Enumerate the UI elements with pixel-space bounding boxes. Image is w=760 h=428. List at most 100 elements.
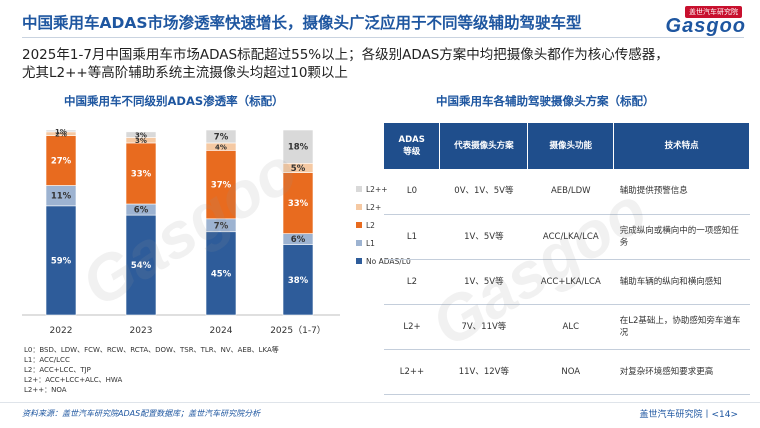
legend-label: L2+ [366, 202, 382, 212]
title-divider [22, 37, 744, 38]
table-row: L0 0V、1V、5V等 AEB/LDW 辅助提供预警信息 [384, 169, 750, 215]
legend-swatch [356, 222, 362, 228]
data-label: 2% [55, 131, 67, 139]
cell-function: NOA [527, 349, 614, 395]
legend-item: L2 [356, 216, 411, 234]
footer-divider [0, 402, 760, 403]
note-line: L2：ACC+LCC、TJP [24, 366, 91, 374]
data-label: 5% [291, 164, 306, 174]
bar-segment-2022-L2 [45, 135, 77, 186]
bar-segment-2025（1-7）-No ADAS/L0 [282, 244, 314, 316]
header-camera-scheme: 代表摄像头方案 [439, 123, 529, 169]
footer-source: 资料来源：盖世汽车研究院ADAS配置数据库；盖世汽车研究院分析 [22, 409, 261, 418]
x-tick-label: 2022 [50, 326, 73, 336]
data-label: 37% [211, 181, 232, 191]
bar-segment-2024-No ADAS/L0 [205, 231, 237, 316]
summary-line-1: 2025年1-7月中国乘用车市场ADAS标配超过55%以上；各级别ADAS方案中… [22, 47, 669, 63]
legend-swatch [356, 240, 362, 246]
cell-feature: 对复杂环境感知要求更高 [613, 349, 750, 395]
x-tick-label: 2025（1-7） [270, 325, 326, 336]
data-label: 6% [291, 235, 306, 245]
table-row: L1 1V、5V等 ACC/LKA/LCA 完成纵向或横向中的一项感知任务 [384, 214, 750, 260]
table-title: 中国乘用车各辅助驾驶摄像头方案（标配） [436, 94, 655, 108]
header-tech-feature: 技术特点 [613, 123, 750, 169]
bar-segment-2023-L2++ [125, 131, 157, 138]
camera-scheme-table: ADAS 等级 代表摄像头方案 摄像头功能 技术特点 L0 0V、1V、5V等 … [384, 123, 750, 395]
data-label: 54% [131, 261, 152, 271]
cell-feature: 辅助车辆的纵向和横向感知 [613, 259, 750, 305]
data-label: 1% [55, 128, 67, 136]
adas-level-notes: L0：BSD、LDW、FCW、RCW、RCTA、DOW、TSR、TLR、NV、A… [24, 345, 279, 395]
cell-feature: 辅助提供预警信息 [613, 169, 750, 215]
data-label: 7% [214, 132, 229, 142]
data-label: 38% [288, 276, 309, 286]
note-line: L2++：NOA [24, 386, 67, 394]
cell-feature: 在L2基础上，协助感知旁车道车况 [613, 304, 750, 350]
note-line: L2+：ACC+LCC+ALC、HWA [24, 376, 123, 384]
data-label: 7% [214, 221, 229, 231]
logo-top-text: 盖世汽车研究院 [685, 6, 742, 18]
bar-segment-2023-L2 [125, 142, 157, 205]
table-header-row: ADAS 等级 代表摄像头方案 摄像头功能 技术特点 [384, 123, 750, 169]
summary-line-2: 尤其L2++等高阶辅助系统主流摄像头均超过10颗以上 [22, 65, 348, 81]
cell-level: L1 [384, 214, 440, 260]
header-adas-level: ADAS 等级 [384, 123, 441, 169]
data-label: 45% [211, 269, 232, 279]
header-camera-function: 摄像头功能 [527, 123, 615, 169]
note-line: L0：BSD、LDW、FCW、RCW、RCTA、DOW、TSR、TLR、NV、A… [24, 346, 279, 354]
legend-item: L2++ [356, 180, 411, 198]
bar-segment-2024-L2++ [205, 129, 237, 144]
data-label: 33% [131, 169, 152, 179]
data-label: 11% [51, 192, 72, 202]
bar-segment-2023-No ADAS/L0 [125, 214, 157, 316]
table-row: L2 1V、5V等 ACC+LKA/LCA 辅助车辆的纵向和横向感知 [384, 259, 750, 305]
gasgoo-logo: 盖世汽车研究院 Gasgoo [636, 6, 746, 37]
legend-swatch [356, 186, 362, 192]
data-label: 4% [215, 144, 227, 152]
chart-title: 中国乘用车不同级别ADAS渗透率（标配） [64, 94, 284, 108]
cell-function: ACC/LKA/LCA [527, 214, 614, 260]
note-line: L1：ACC/LCC [24, 356, 70, 364]
x-tick-label: 2024 [210, 326, 233, 336]
title-bar: 中国乘用车ADAS市场渗透率快速增长，摄像头广泛应用于不同等级辅助驾驶车型 盖世… [0, 0, 760, 42]
penetration-chart: 59% 11% 27% 2%1% 2022 54% 6% 33% 3%3% 2023 45% 7% 37… [22, 128, 340, 336]
summary-text: 2025年1-7月中国乘用车市场ADAS标配超过55%以上；各级别ADAS方案中… [22, 46, 742, 82]
cell-function: ALC [527, 304, 614, 350]
legend-label: L2 [366, 220, 375, 230]
cell-feature: 完成纵向或横向中的一项感知任务 [613, 214, 750, 260]
cell-cameras: 0V、1V、5V等 [439, 169, 528, 215]
bar-segment-2025（1-7）-L2 [282, 172, 314, 234]
cell-cameras: 7V、11V等 [439, 304, 528, 350]
legend-item: L1 [356, 234, 411, 252]
data-label: 27% [51, 157, 72, 167]
data-label: 18% [288, 143, 309, 153]
logo-main-text: Gasgoo [665, 15, 746, 37]
page-title: 中国乘用车ADAS市场渗透率快速增长，摄像头广泛应用于不同等级辅助驾驶车型 [22, 14, 582, 32]
bar-segment-2022-L2++ [45, 129, 77, 133]
bar-segment-2022-No ADAS/L0 [45, 205, 77, 316]
cell-function: ACC+LKA/LCA [527, 259, 614, 305]
legend-swatch [356, 258, 362, 264]
bar-segment-2024-L2 [205, 150, 237, 220]
cell-function: AEB/LDW [527, 169, 614, 215]
data-label: 3% [135, 132, 147, 140]
bar-segment-2025（1-7）-L2++ [282, 129, 314, 164]
cell-cameras: 11V、12V等 [439, 349, 528, 395]
legend-item: L2+ [356, 198, 411, 216]
cell-cameras: 1V、5V等 [439, 214, 528, 260]
data-label: 3% [135, 137, 147, 145]
legend-label: L2++ [366, 184, 388, 194]
cell-cameras: 1V、5V等 [439, 259, 528, 305]
x-tick-label: 2023 [130, 326, 153, 336]
data-label: 6% [134, 206, 149, 216]
cell-level: L2++ [384, 349, 440, 395]
cell-level: L2 [384, 259, 440, 305]
legend-label: L1 [366, 238, 375, 248]
table-row: L2++ 11V、12V等 NOA 对复杂环境感知要求更高 [384, 349, 750, 395]
cell-level: L0 [384, 169, 440, 215]
data-label: 59% [51, 256, 72, 266]
footer-page-number: 盖世汽车研究院丨<14> [639, 410, 738, 420]
legend-swatch [356, 204, 362, 210]
table-row: L2+ 7V、11V等 ALC 在L2基础上，协助感知旁车道车况 [384, 304, 750, 350]
data-label: 33% [288, 199, 309, 209]
